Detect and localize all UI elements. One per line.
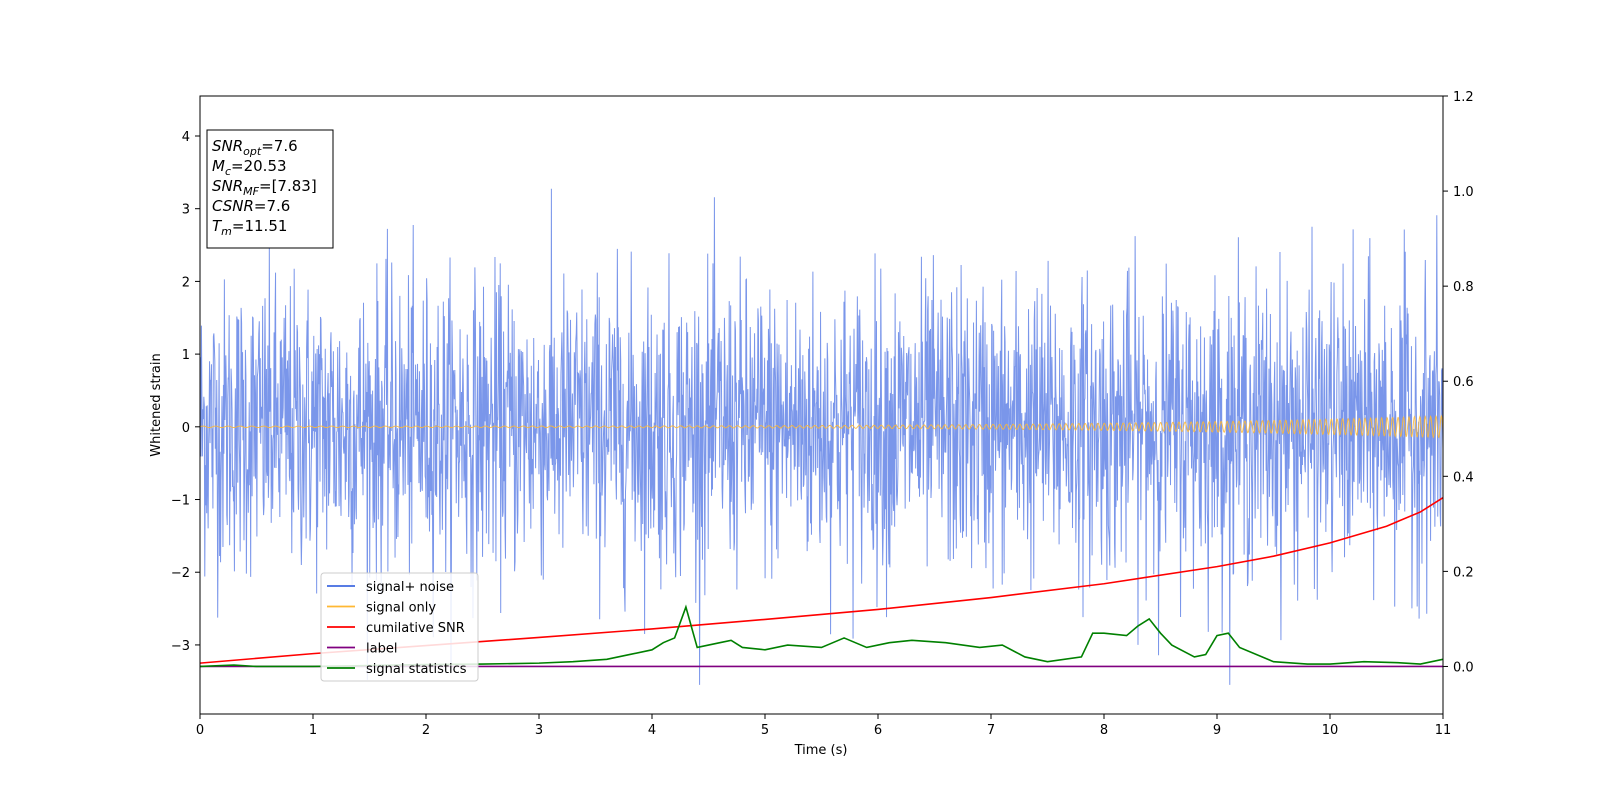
y-right-tick-label: 1.0	[1453, 185, 1474, 200]
y-left-tick-label: −2	[171, 566, 190, 581]
x-tick-label: 10	[1322, 723, 1339, 738]
x-axis-label: Time (s)	[794, 743, 848, 758]
y-left-tick-label: 0	[182, 421, 190, 436]
info-line: CSNR=7.6	[212, 197, 290, 215]
y-left-tick-label: −1	[171, 494, 190, 509]
y-right-tick-label: 0.8	[1453, 280, 1474, 295]
x-tick-label: 3	[535, 723, 543, 738]
plot-frame	[199, 95, 1444, 715]
y-right-tick-label: 0.4	[1453, 470, 1474, 485]
y-axis-label: Whitened strain	[149, 353, 164, 456]
y-right-tick-label: 0.0	[1453, 660, 1474, 675]
info-line: Tm=11.51	[212, 217, 287, 238]
axes-layer: 0 1 2 3 4 5 6 7 8 9 10 1143210−1−2−31.21.00.80.60.4…	[171, 90, 1474, 738]
y-left-tick-label: 3	[182, 203, 190, 218]
y-right-tick-label: 0.2	[1453, 565, 1474, 580]
series-signal-only	[200, 414, 1443, 439]
legend-label: signal statistics	[366, 662, 467, 677]
y-left-tick-label: 1	[182, 348, 190, 363]
x-tick-label: 8	[1100, 723, 1108, 738]
info-line: SNRMF=[7.83]	[212, 177, 317, 198]
y-left-tick-label: −3	[171, 639, 190, 654]
legend: signal+ noise signal only cumilative SNR la…	[320, 572, 479, 682]
legend-label: signal only	[366, 601, 436, 616]
x-tick-label: 5	[761, 723, 769, 738]
x-tick-label: 2	[422, 723, 430, 738]
x-tick-label: 4	[648, 723, 656, 738]
x-tick-label: 6	[874, 723, 882, 738]
series-signal-statistics	[200, 604, 1443, 668]
y-right-tick-label: 1.2	[1453, 90, 1474, 105]
y-left-tick-label: 2	[182, 275, 190, 290]
info-line: Mc=20.53	[212, 157, 287, 178]
x-tick-label: 7	[987, 723, 995, 738]
legend-label: label	[366, 642, 397, 657]
x-tick-label: 9	[1213, 723, 1221, 738]
y-left-tick-label: 4	[182, 130, 190, 145]
info-line: SNRopt=7.6	[212, 137, 298, 158]
x-tick-label: 1	[309, 723, 317, 738]
legend-label: cumilative SNR	[366, 621, 465, 636]
x-tick-label: 11	[1435, 723, 1452, 738]
x-tick-label: 0	[196, 723, 204, 738]
series-signal-noise	[200, 188, 1443, 685]
legend-label: signal+ noise	[366, 580, 454, 595]
y-right-tick-label: 0.6	[1453, 375, 1474, 390]
